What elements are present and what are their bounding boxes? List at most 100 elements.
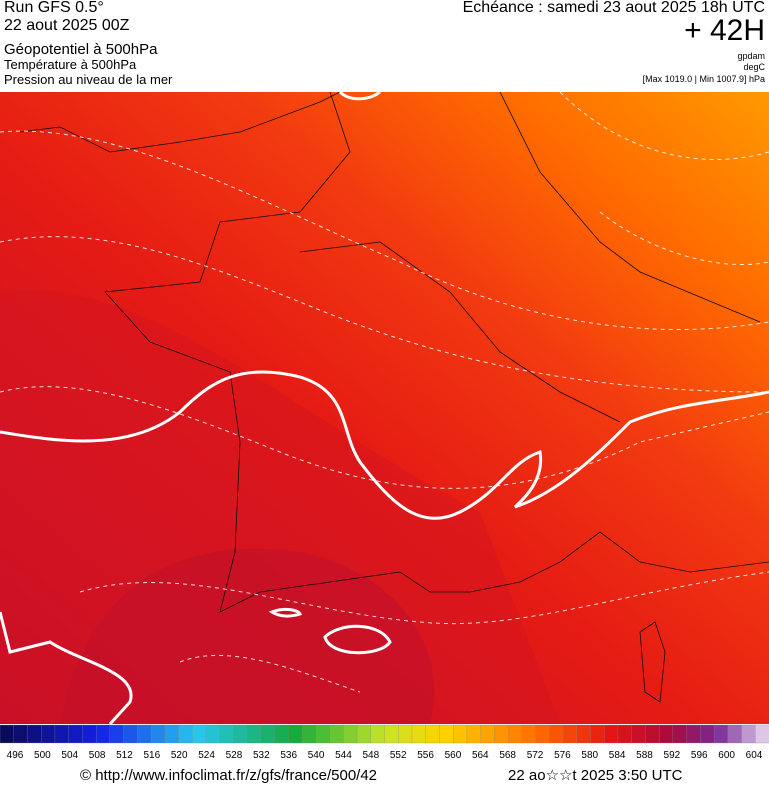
colorbar-label: 584 bbox=[609, 750, 626, 761]
color-swatch bbox=[562, 724, 578, 744]
colorbar-label: 524 bbox=[198, 750, 215, 761]
color-swatch bbox=[755, 724, 769, 744]
color-swatch bbox=[233, 724, 248, 744]
color-swatch bbox=[137, 724, 152, 744]
run-date: 22 aout 2025 00Z bbox=[4, 17, 130, 34]
colorbar-label: 552 bbox=[390, 750, 407, 761]
map bbox=[0, 92, 769, 724]
color-swatch bbox=[54, 724, 70, 744]
colorbar-label: 572 bbox=[527, 750, 544, 761]
color-swatch bbox=[507, 724, 523, 744]
color-swatch bbox=[521, 724, 537, 744]
color-swatch bbox=[658, 724, 674, 744]
color-swatch bbox=[576, 724, 592, 744]
field-title: Pression au niveau de la mer bbox=[4, 72, 173, 87]
color-swatch bbox=[301, 724, 317, 744]
color-swatch bbox=[727, 724, 743, 744]
color-swatch bbox=[192, 724, 207, 744]
temperature-isolines bbox=[0, 92, 769, 693]
colorbar-label: 548 bbox=[362, 750, 379, 761]
colorbar-label: 544 bbox=[335, 750, 352, 761]
color-swatch bbox=[535, 724, 550, 744]
source-url: © http://www.infoclimat.fr/z/gfs/france/… bbox=[80, 767, 378, 784]
color-swatch bbox=[219, 724, 235, 744]
color-swatch bbox=[411, 724, 427, 744]
color-swatch bbox=[494, 724, 509, 744]
color-swatch bbox=[672, 724, 688, 744]
colorbar-label: 500 bbox=[34, 750, 51, 761]
colorbar-label: 596 bbox=[691, 750, 708, 761]
color-swatch bbox=[741, 724, 756, 744]
color-swatch bbox=[164, 724, 180, 744]
lead-time: + 42H bbox=[684, 14, 765, 47]
field-zone bbox=[0, 290, 560, 724]
color-swatch bbox=[123, 724, 138, 744]
colorbar-label: 528 bbox=[226, 750, 243, 761]
color-swatch bbox=[205, 724, 221, 744]
field-title: Géopotentiel à 500hPa bbox=[4, 41, 158, 58]
color-swatch bbox=[384, 724, 399, 744]
run-title: Run GFS 0.5° bbox=[4, 0, 104, 16]
color-swatch bbox=[686, 724, 701, 744]
colorbar-label: 508 bbox=[89, 750, 106, 761]
colorbar-label: 504 bbox=[61, 750, 78, 761]
color-swatch bbox=[82, 724, 97, 744]
color-swatch bbox=[370, 724, 386, 744]
colorbar-label: 496 bbox=[7, 750, 24, 761]
colorbar: 496 500 504 508 512 516 520 524 528 532 536 540 544 5… bbox=[0, 724, 769, 761]
colorbar-label: 604 bbox=[746, 750, 763, 761]
color-swatch bbox=[631, 724, 647, 744]
unit: degC bbox=[743, 62, 765, 72]
geopotential-isolines bbox=[0, 92, 769, 724]
pressure-range: [Max 1019.0 | Min 1007.9] hPa bbox=[642, 74, 765, 84]
colorbar-label: 588 bbox=[636, 750, 653, 761]
color-swatch bbox=[356, 724, 372, 744]
colorbar-label: 576 bbox=[554, 750, 571, 761]
color-swatch bbox=[150, 724, 166, 744]
color-swatch bbox=[27, 724, 42, 744]
color-swatch bbox=[645, 724, 660, 744]
color-swatch bbox=[315, 724, 331, 744]
color-swatch bbox=[398, 724, 413, 744]
unit: gpdam bbox=[737, 51, 765, 61]
generated-time: 22 ao☆☆t 2025 3:50 UTC bbox=[508, 767, 683, 784]
colorbar-label: 536 bbox=[280, 750, 297, 761]
color-swatch bbox=[617, 724, 633, 744]
coastline bbox=[19, 92, 769, 703]
color-swatch bbox=[247, 724, 262, 744]
color-swatch bbox=[480, 724, 496, 744]
colorbar-label: 540 bbox=[308, 750, 325, 761]
color-swatch bbox=[425, 724, 441, 744]
color-swatch bbox=[288, 724, 303, 744]
color-swatch bbox=[343, 724, 358, 744]
color-swatch bbox=[95, 724, 111, 744]
color-swatch bbox=[700, 724, 715, 744]
color-swatch bbox=[109, 724, 125, 744]
colorbar-label: 520 bbox=[171, 750, 188, 761]
color-swatch bbox=[0, 724, 15, 744]
color-swatch bbox=[453, 724, 468, 744]
color-swatch bbox=[466, 724, 482, 744]
colorbar-label: 568 bbox=[499, 750, 516, 761]
color-swatch bbox=[439, 724, 454, 744]
colorbar-label: 564 bbox=[472, 750, 489, 761]
colorbar-label: 556 bbox=[417, 750, 434, 761]
colorbar-label: 512 bbox=[116, 750, 133, 761]
colorbar-label: 580 bbox=[581, 750, 598, 761]
color-swatch bbox=[713, 724, 729, 744]
colorbar-label: 516 bbox=[144, 750, 161, 761]
color-swatch bbox=[274, 724, 290, 744]
colorbar-label: 600 bbox=[718, 750, 735, 761]
color-swatch bbox=[549, 724, 564, 744]
color-swatch bbox=[178, 724, 193, 744]
color-swatch bbox=[13, 724, 29, 744]
field-title: Température à 500hPa bbox=[4, 57, 137, 72]
color-swatch bbox=[68, 724, 84, 744]
color-swatch bbox=[260, 724, 276, 744]
colorbar-label: 560 bbox=[445, 750, 462, 761]
colorbar-label: 532 bbox=[253, 750, 270, 761]
color-swatch bbox=[604, 724, 619, 744]
color-swatch bbox=[41, 724, 56, 744]
colorbar-label: 592 bbox=[664, 750, 681, 761]
